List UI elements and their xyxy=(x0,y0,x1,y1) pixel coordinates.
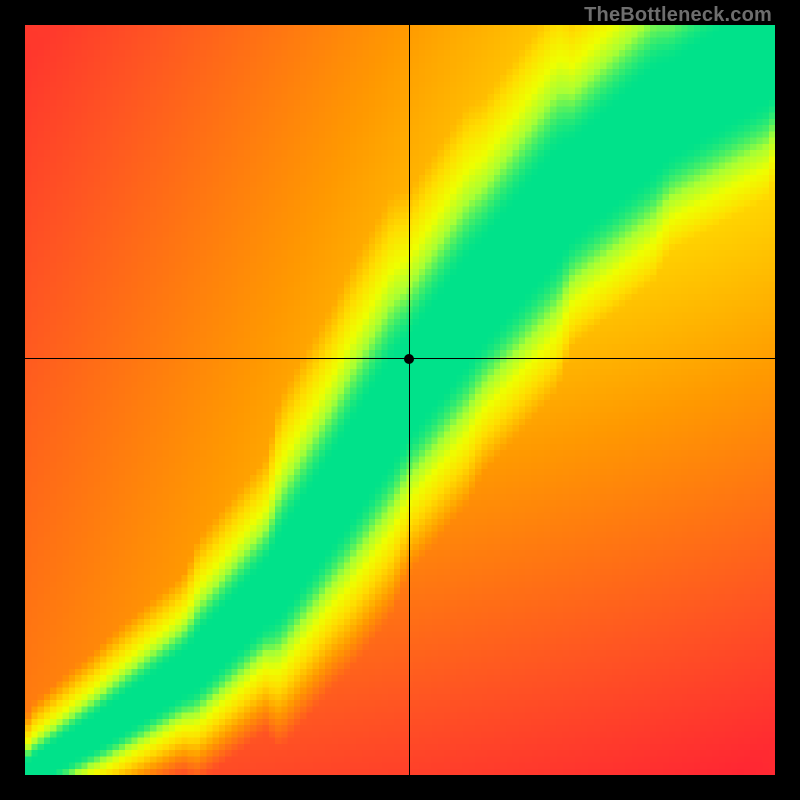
chart-container: TheBottleneck.com xyxy=(0,0,800,800)
watermark-label: TheBottleneck.com xyxy=(584,4,772,27)
crosshair-vertical xyxy=(409,25,410,775)
heatmap-canvas xyxy=(25,25,775,775)
crosshair-horizontal xyxy=(25,358,775,359)
data-point xyxy=(404,354,414,364)
